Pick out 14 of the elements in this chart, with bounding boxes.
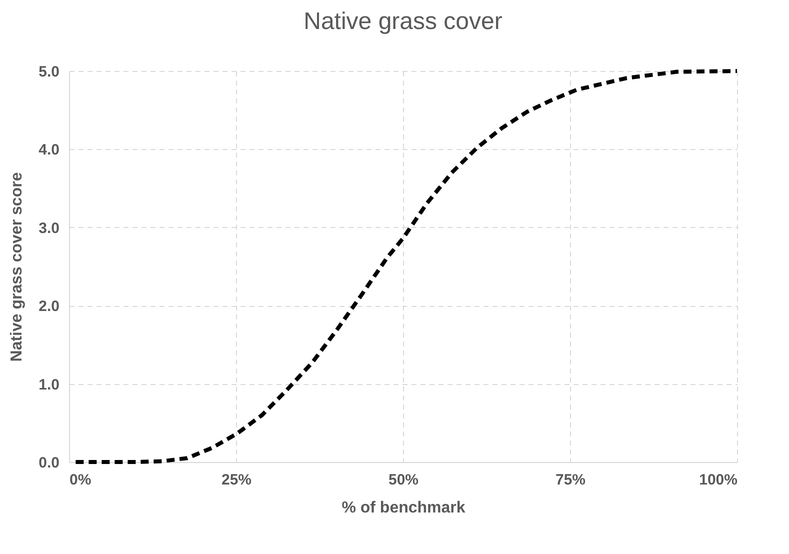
x-tick-label: 75% xyxy=(555,472,586,488)
x-axis-title: % of benchmark xyxy=(342,500,466,516)
x-tick-label: 50% xyxy=(388,472,419,488)
x-tick-label: 25% xyxy=(221,472,252,488)
y-tick-label: 2.0 xyxy=(38,298,60,316)
y-tick-label: 3.0 xyxy=(38,220,60,237)
y-axis-title: Native grass cover score xyxy=(8,172,26,362)
y-tick-label: 5.0 xyxy=(38,64,60,80)
x-tick-label: 100% xyxy=(699,472,738,488)
x-tick-label: 0% xyxy=(70,472,92,488)
chart-title: Native grass cover xyxy=(304,8,502,35)
y-tick-label: 1.0 xyxy=(38,376,60,394)
y-tick-label: 4.0 xyxy=(38,142,60,159)
y-tick-label: 0.0 xyxy=(38,454,60,472)
